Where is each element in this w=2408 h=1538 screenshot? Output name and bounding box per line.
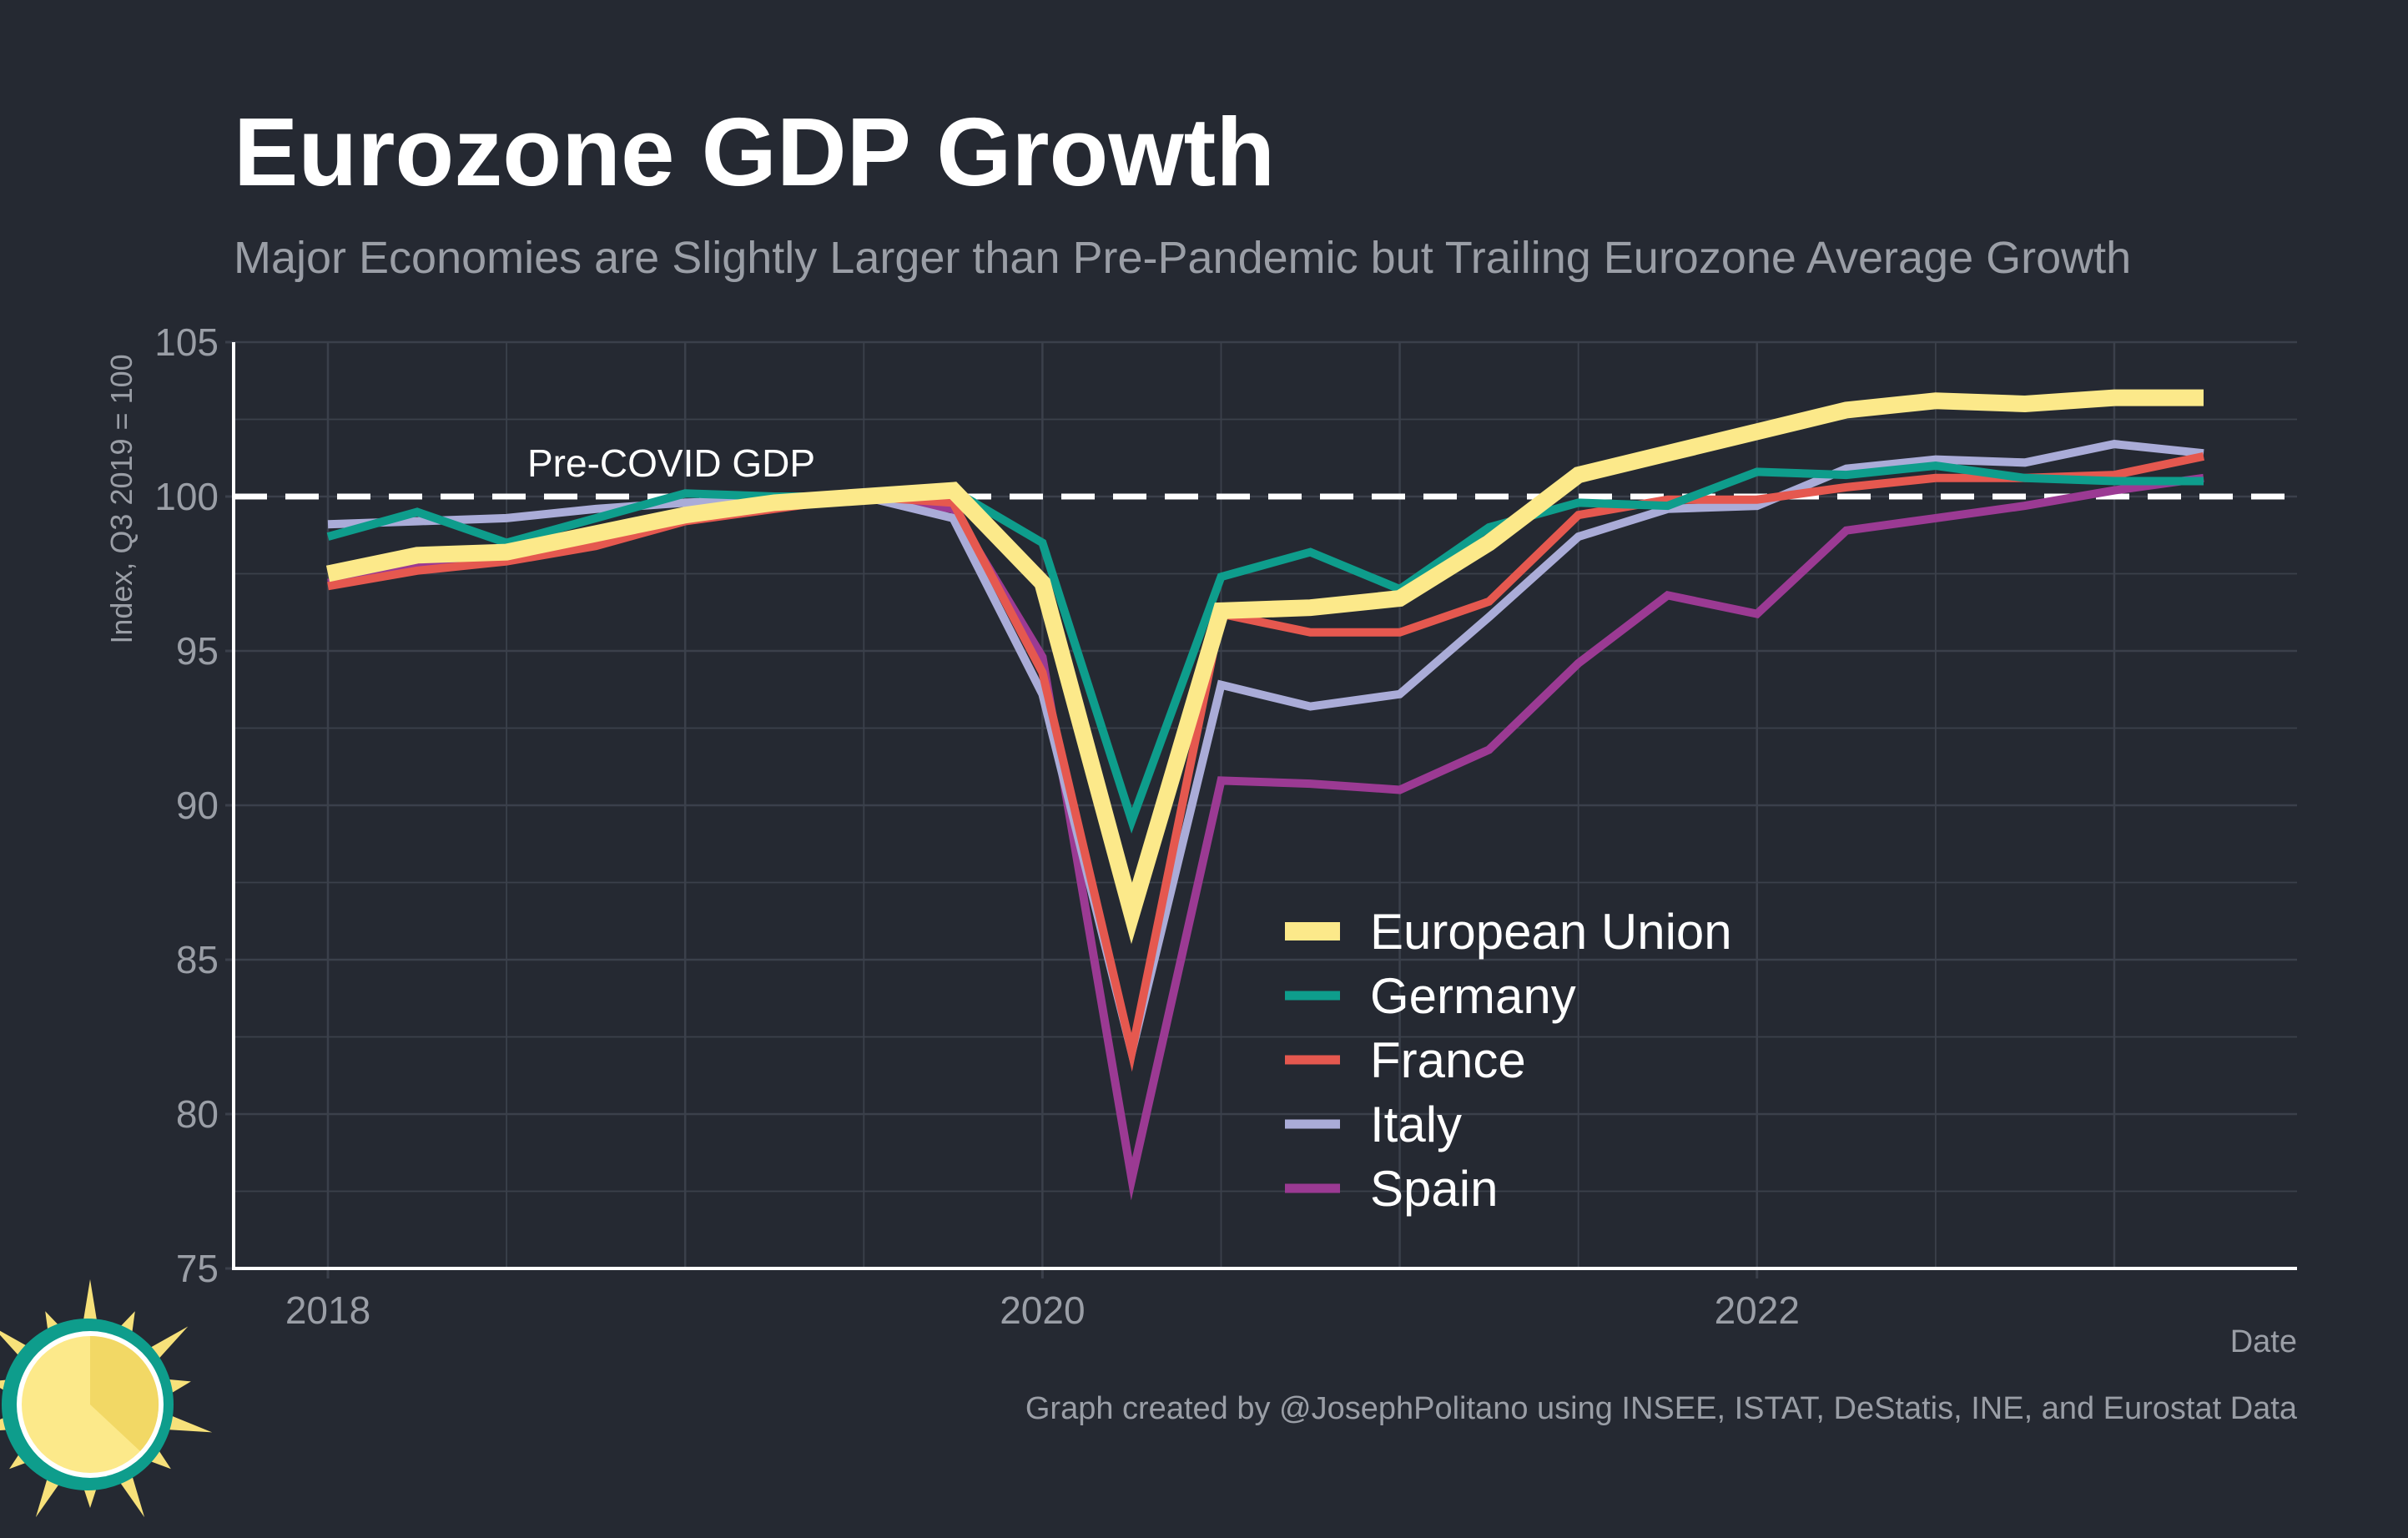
series-line-spain (327, 473, 2204, 1201)
series-line-european-union (325, 389, 2204, 945)
grid (234, 340, 2297, 1270)
y-tick-label: 100 (154, 475, 219, 518)
legend-label-france: France (1370, 1032, 1526, 1088)
y-tick-label: 105 (154, 320, 219, 364)
y-tick-label: 75 (176, 1247, 219, 1290)
chart-subtitle: Major Economies are Slightly Larger than… (234, 233, 2131, 283)
x-tick-label: 2022 (1715, 1288, 1800, 1332)
legend-label-italy: Italy (1370, 1097, 1462, 1152)
legend-label-germany: Germany (1370, 968, 1576, 1024)
legend: European Union Germany France Italy Spain (1285, 904, 1732, 1217)
x-tick-label: 2020 (1000, 1288, 1085, 1332)
series-line-germany (326, 461, 2204, 834)
y-axis-label: Index, Q3 2019 = 100 (104, 354, 139, 643)
caption: Graph created by @JosephPolitano using I… (1025, 1391, 2298, 1426)
y-tick-label: 90 (176, 784, 219, 827)
y-tick-label: 85 (176, 938, 219, 981)
x-tick-label: 2018 (285, 1288, 370, 1332)
axes (232, 342, 2297, 1270)
chart-title: Eurozone GDP Growth (234, 98, 1275, 206)
y-tick-label: 95 (176, 629, 219, 673)
x-axis-label: Date (2230, 1324, 2297, 1359)
legend-label-european-union: European Union (1370, 904, 1732, 960)
x-axis-ticks: 2018 2020 2022 (285, 1268, 1800, 1332)
series-lines (325, 389, 2205, 1201)
y-tick-label: 80 (176, 1092, 219, 1136)
sun-logo-icon (0, 1279, 213, 1518)
reference-line-group: Pre-COVID GDP (234, 441, 2297, 500)
y-axis-ticks: 75 80 85 90 95 100 105 (154, 320, 234, 1290)
series-line-france (327, 452, 2205, 1072)
legend-label-spain: Spain (1370, 1161, 1498, 1217)
reference-line-label: Pre-COVID GDP (527, 441, 815, 485)
